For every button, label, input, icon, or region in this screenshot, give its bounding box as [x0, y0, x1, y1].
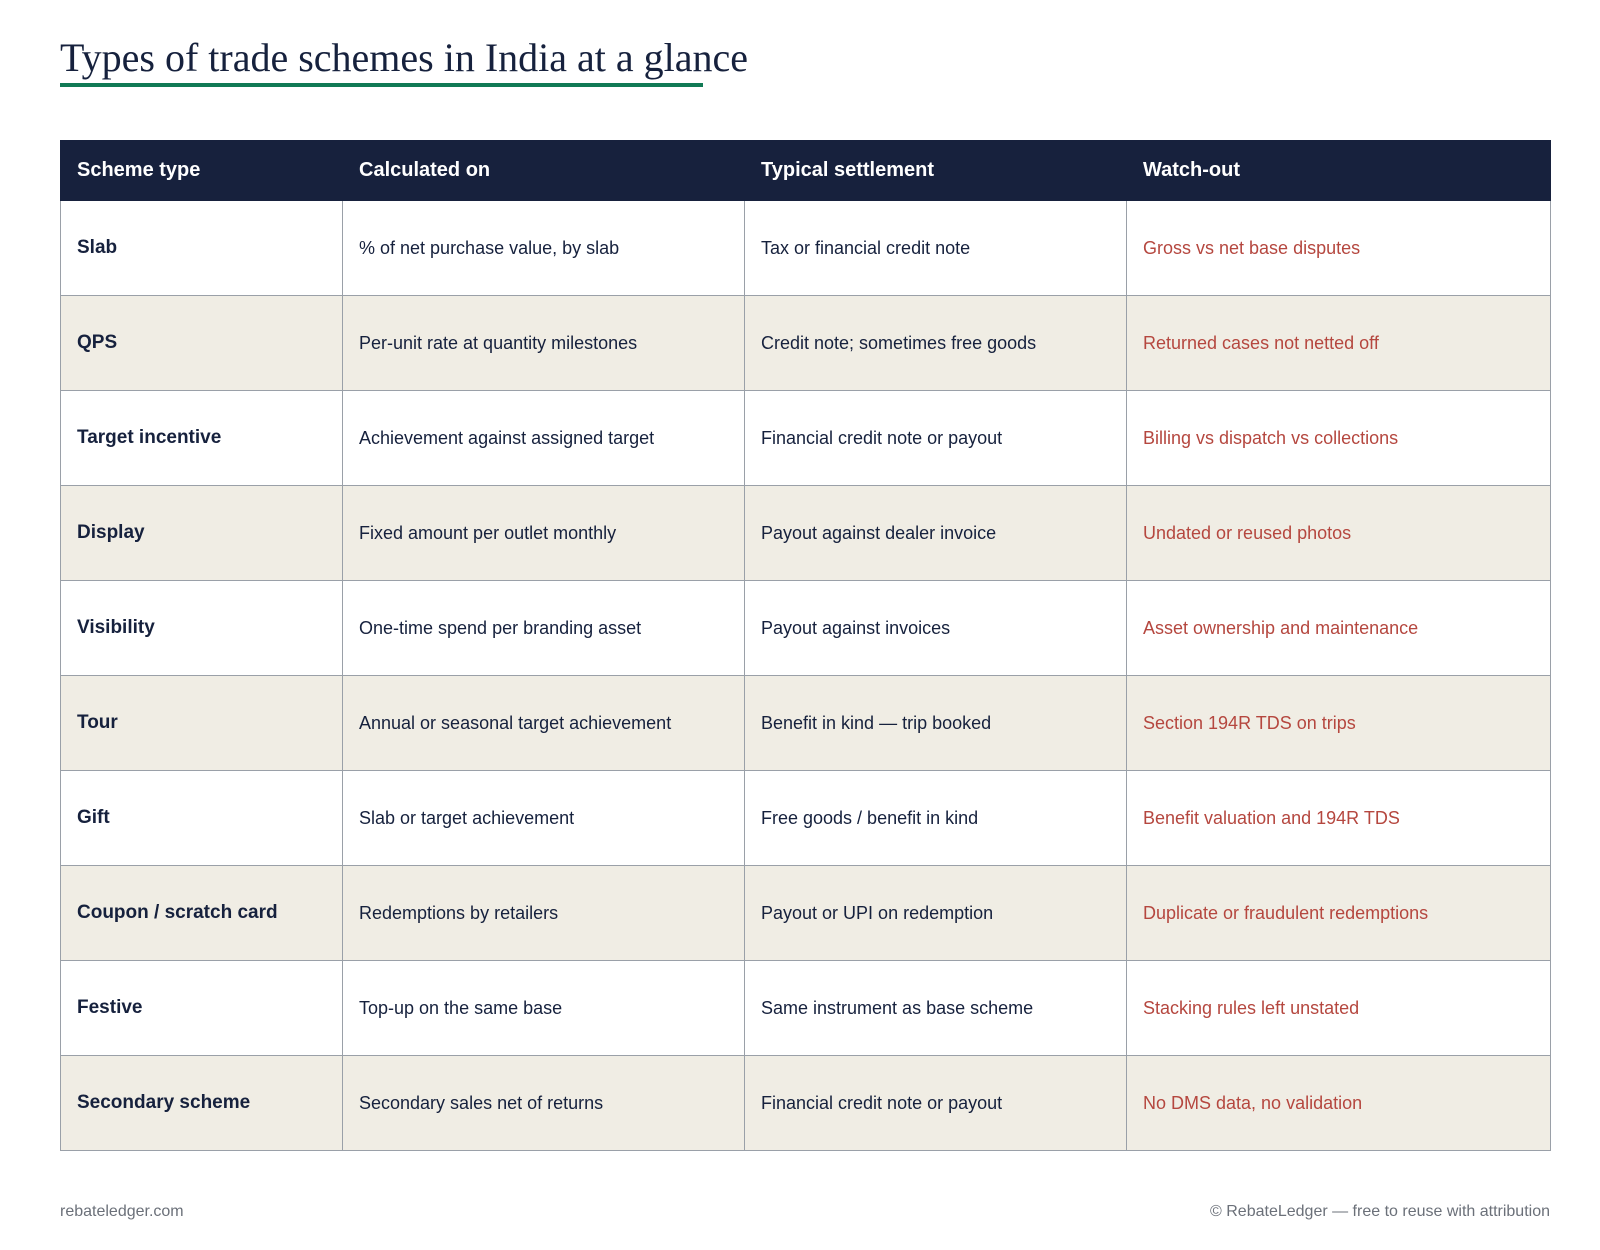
settlement-cell: Free goods / benefit in kind: [744, 770, 1127, 866]
table-row: Tour Annual or seasonal target achieveme…: [60, 675, 1551, 771]
scheme-type-cell: Secondary scheme: [60, 1055, 343, 1151]
settlement-cell: Credit note; sometimes free goods: [744, 295, 1127, 391]
calculated-on-cell: Per-unit rate at quantity milestones: [342, 295, 745, 391]
table-row: QPS Per-unit rate at quantity milestones…: [60, 295, 1551, 391]
table-row: Secondary scheme Secondary sales net of …: [60, 1055, 1551, 1151]
page-title: Types of trade schemes in India at a gla…: [60, 35, 749, 80]
watch-out-cell: Billing vs dispatch vs collections: [1126, 390, 1551, 486]
settlement-cell: Payout or UPI on redemption: [744, 865, 1127, 961]
settlement-cell: Same instrument as base scheme: [744, 960, 1127, 1056]
header-calculated-on: Calculated on: [342, 140, 745, 201]
scheme-type-cell: Slab: [60, 200, 343, 296]
watch-out-cell: Benefit valuation and 194R TDS: [1126, 770, 1551, 866]
scheme-type-cell: Display: [60, 485, 343, 581]
table-row: Display Fixed amount per outlet monthly …: [60, 485, 1551, 581]
header-watch-out: Watch-out: [1126, 140, 1551, 201]
table-row: Visibility One-time spend per branding a…: [60, 580, 1551, 676]
watch-out-cell: Returned cases not netted off: [1126, 295, 1551, 391]
title-underline: [60, 83, 703, 87]
scheme-type-cell: Tour: [60, 675, 343, 771]
scheme-type-cell: Coupon / scratch card: [60, 865, 343, 961]
footer-site-link[interactable]: rebateledger.com: [60, 1203, 184, 1220]
table-row: Festive Top-up on the same base Same ins…: [60, 960, 1551, 1056]
table-row: Target incentive Achievement against ass…: [60, 390, 1551, 486]
calculated-on-cell: Achievement against assigned target: [342, 390, 745, 486]
watch-out-cell: Asset ownership and maintenance: [1126, 580, 1551, 676]
settlement-cell: Financial credit note or payout: [744, 1055, 1127, 1151]
table-header-row: Scheme type Calculated on Typical settle…: [60, 140, 1551, 201]
settlement-cell: Payout against invoices: [744, 580, 1127, 676]
settlement-cell: Benefit in kind — trip booked: [744, 675, 1127, 771]
scheme-type-cell: Visibility: [60, 580, 343, 676]
header-typical-settlement: Typical settlement: [744, 140, 1127, 201]
watch-out-cell: Duplicate or fraudulent redemptions: [1126, 865, 1551, 961]
watch-out-cell: Gross vs net base disputes: [1126, 200, 1551, 296]
scheme-table: Scheme type Calculated on Typical settle…: [60, 140, 1551, 1151]
table-row: Slab % of net purchase value, by slab Ta…: [60, 200, 1551, 296]
watch-out-cell: Stacking rules left unstated: [1126, 960, 1551, 1056]
settlement-cell: Financial credit note or payout: [744, 390, 1127, 486]
table-row: Gift Slab or target achievement Free goo…: [60, 770, 1551, 866]
calculated-on-cell: Fixed amount per outlet monthly: [342, 485, 745, 581]
watch-out-cell: No DMS data, no validation: [1126, 1055, 1551, 1151]
calculated-on-cell: Secondary sales net of returns: [342, 1055, 745, 1151]
calculated-on-cell: Top-up on the same base: [342, 960, 745, 1056]
table-row: Coupon / scratch card Redemptions by ret…: [60, 865, 1551, 961]
scheme-type-cell: Target incentive: [60, 390, 343, 486]
calculated-on-cell: % of net purchase value, by slab: [342, 200, 745, 296]
watch-out-cell: Undated or reused photos: [1126, 485, 1551, 581]
calculated-on-cell: Annual or seasonal target achievement: [342, 675, 745, 771]
scheme-type-cell: Gift: [60, 770, 343, 866]
header-scheme-type: Scheme type: [60, 140, 343, 201]
settlement-cell: Tax or financial credit note: [744, 200, 1127, 296]
calculated-on-cell: Redemptions by retailers: [342, 865, 745, 961]
calculated-on-cell: Slab or target achievement: [342, 770, 745, 866]
calculated-on-cell: One-time spend per branding asset: [342, 580, 745, 676]
scheme-type-cell: Festive: [60, 960, 343, 1056]
footer-copyright: © RebateLedger — free to reuse with attr…: [1210, 1203, 1550, 1220]
watch-out-cell: Section 194R TDS on trips: [1126, 675, 1551, 771]
settlement-cell: Payout against dealer invoice: [744, 485, 1127, 581]
scheme-type-cell: QPS: [60, 295, 343, 391]
